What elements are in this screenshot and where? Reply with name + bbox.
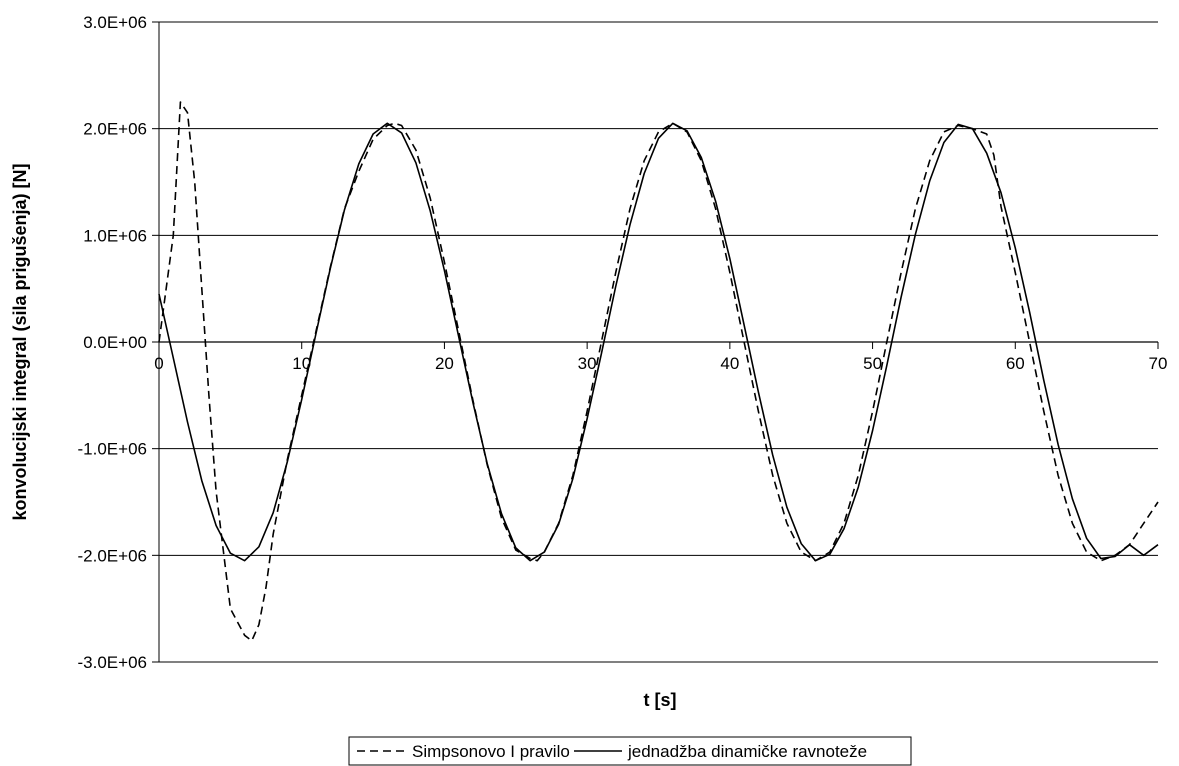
x-tick-label: 0 <box>154 354 163 373</box>
y-tick-label: 0.0E+00 <box>83 333 147 352</box>
x-tick-label: 50 <box>863 354 882 373</box>
series-line-dynamic <box>158 122 1159 562</box>
plot-area <box>158 101 1159 642</box>
x-tick-label: 60 <box>1006 354 1025 373</box>
legend-label-dynamic: jednadžba dinamičke ravnoteže <box>627 742 867 761</box>
y-tick-label: 2.0E+06 <box>83 120 147 139</box>
legend: Simpsonovo I pravilo jednadžba dinamičke… <box>348 736 912 766</box>
x-axis-title: t [s] <box>644 690 677 710</box>
y-tick-label: 3.0E+06 <box>83 13 147 32</box>
x-tick-label: 40 <box>720 354 739 373</box>
x-axis: 0 10 20 30 40 50 60 70 <box>154 22 1167 662</box>
y-axis-title: konvolucijski integral (sila prigušenja)… <box>10 163 30 520</box>
series-line-simpson <box>158 101 1159 642</box>
y-tick-label: -2.0E+06 <box>78 546 147 565</box>
y-tick-label: -1.0E+06 <box>78 440 147 459</box>
x-tick-label: 70 <box>1149 354 1168 373</box>
y-tick-label: -3.0E+06 <box>78 653 147 672</box>
x-tick-label: 30 <box>578 354 597 373</box>
x-tick-label: 10 <box>292 354 311 373</box>
legend-box <box>348 736 912 766</box>
x-tick-label: 20 <box>435 354 454 373</box>
y-axis: 3.0E+06 2.0E+06 1.0E+06 0.0E+00 -1.0E+06 -2.0… <box>78 13 159 672</box>
y-tick-label: 1.0E+06 <box>83 226 147 245</box>
legend-label-simpson: Simpsonovo I pravilo <box>412 742 570 761</box>
